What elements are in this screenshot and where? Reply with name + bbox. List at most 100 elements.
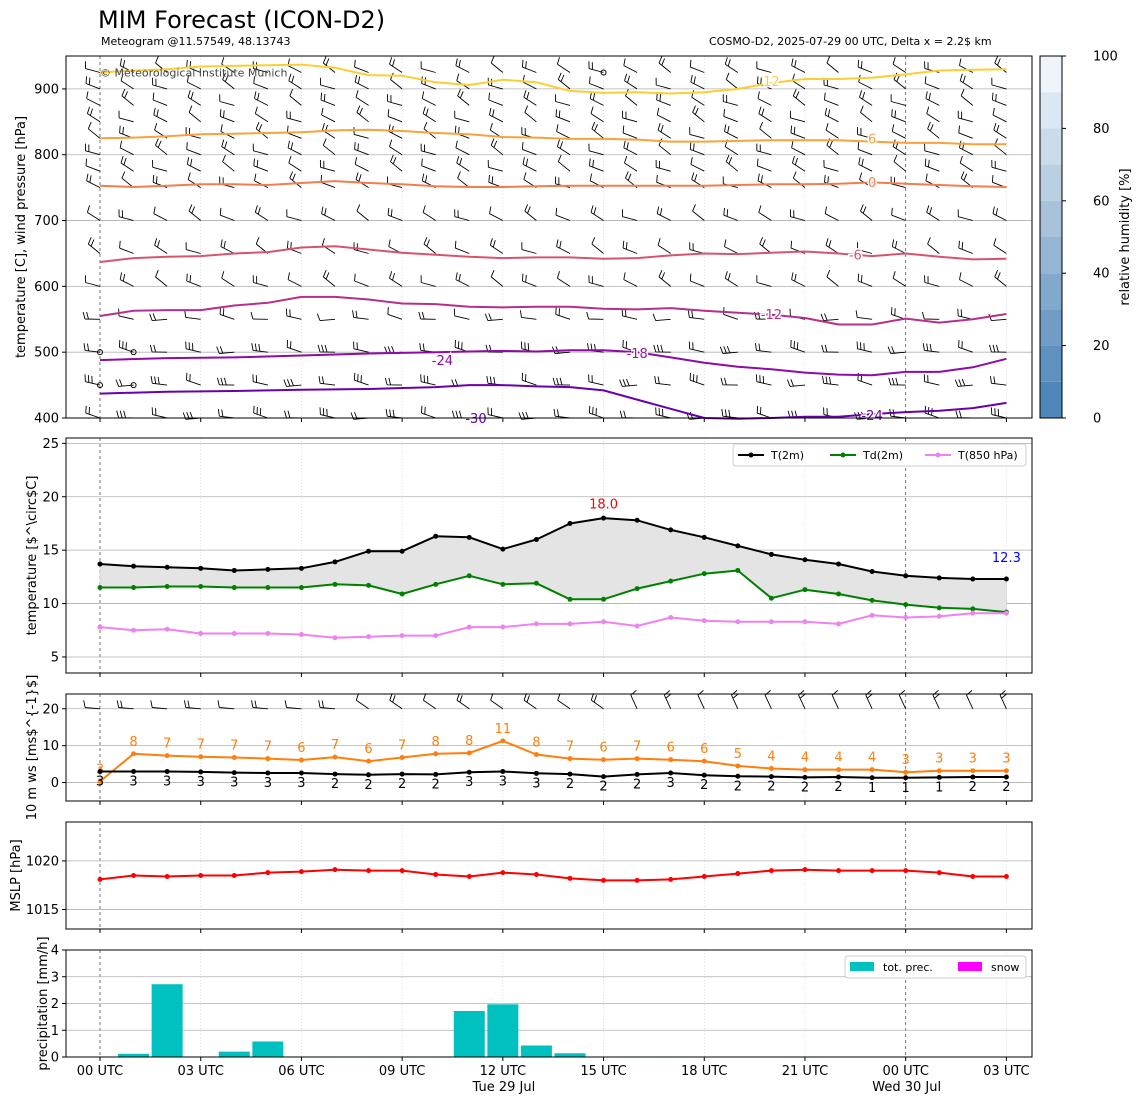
series-point: [466, 624, 472, 630]
legend-label: tot. prec.: [883, 961, 933, 974]
wind-barb: [959, 155, 974, 172]
wind-barb: [991, 92, 1007, 106]
wind-barb: [652, 313, 671, 322]
series-point: [802, 587, 808, 593]
wind-value-label: 4: [868, 751, 876, 766]
wind-barb: [523, 90, 537, 106]
series-point: [500, 768, 506, 774]
wind-barb: [387, 109, 403, 123]
wind-barb: [354, 273, 369, 287]
wind-barb: [619, 378, 638, 387]
wind-barb: [155, 56, 168, 73]
wind-barb: [150, 376, 168, 386]
wind-barb: [927, 121, 940, 139]
series-point: [131, 627, 137, 633]
series-point: [936, 605, 942, 611]
wind-barb: [859, 90, 873, 106]
series-point: [1003, 576, 1009, 582]
wind-barb: [556, 239, 571, 254]
wind-barb: [118, 209, 134, 221]
wind-barb: [521, 372, 537, 386]
wind-barb: [958, 125, 973, 139]
y-tick-label: 0: [51, 1051, 59, 1066]
wind-value-label: 3: [1002, 752, 1010, 767]
wind-barb: [153, 107, 168, 123]
wind-barb: [421, 405, 436, 419]
series-point: [231, 567, 237, 573]
series-point: [836, 561, 842, 567]
wind-value-label: 7: [230, 738, 238, 753]
wind-barb: [860, 105, 873, 123]
wind-barb: [786, 379, 806, 387]
series-point: [131, 563, 137, 569]
wind-barb: [791, 140, 806, 156]
series-point: [970, 606, 976, 612]
wind-barb: [688, 341, 705, 353]
wind-barb: [925, 91, 940, 106]
series-point: [869, 612, 875, 618]
wind-barb: [991, 159, 1007, 172]
series-point: [366, 868, 372, 874]
wind-barb: [521, 142, 537, 156]
series-point: [936, 768, 942, 774]
precip-panel-frame: [65, 949, 1033, 1058]
series-point: [768, 595, 774, 601]
series-point: [164, 753, 170, 759]
precip-bar: [218, 1051, 250, 1057]
isotherm-line: [99, 295, 1007, 326]
wind-barb: [722, 94, 738, 106]
wind-barb: [454, 339, 470, 353]
series-point: [198, 630, 204, 636]
wind-barb: [887, 346, 906, 354]
wind-barb: [384, 377, 403, 386]
wind-barb: [356, 105, 369, 123]
wind-barb: [186, 273, 201, 287]
temperature-panel-frame: [65, 437, 1033, 674]
wind-value-label: 3: [264, 776, 272, 791]
mslp-panel-time-grid: [99, 822, 1007, 933]
wind-barb: [994, 56, 1007, 73]
wind-barb: [185, 341, 201, 353]
wind-barb: [217, 700, 235, 710]
series-point: [399, 633, 405, 639]
x-tick-label: 12 UTC: [480, 1064, 526, 1079]
series-point: [701, 534, 707, 540]
wind-barb: [692, 105, 705, 123]
mslp-panel-frame: [65, 821, 1033, 930]
wind-barb: [455, 272, 470, 287]
series-point: [634, 877, 640, 883]
wind-barb: [790, 125, 806, 139]
wind-barb: [586, 311, 604, 320]
series-point: [668, 614, 674, 620]
wind-barb: [858, 157, 873, 172]
y-tick-label: 400: [34, 412, 59, 427]
colorbar-tick-label: 0: [1093, 412, 1101, 427]
wind-barb: [691, 90, 705, 106]
y-tick-label: 900: [34, 82, 59, 97]
wind-barb: [657, 122, 671, 139]
wind-value-label: 3: [297, 776, 305, 791]
wind-barb: [85, 405, 101, 419]
series-point: [903, 769, 909, 775]
wind-barb: [992, 107, 1007, 123]
model-run-info: COSMO-D2, 2025-07-29 00 UTC, Delta x = 2…: [709, 35, 992, 48]
wind-barb: [891, 207, 906, 221]
series-point: [399, 591, 405, 597]
wind-barb: [186, 157, 201, 172]
wind-barb: [186, 372, 201, 386]
series-point: [970, 768, 976, 774]
y-tick-label: 1: [51, 1024, 59, 1039]
series-point: [768, 774, 774, 780]
wind-value-label: 1: [902, 781, 910, 796]
wind-value-label: 6: [599, 741, 607, 756]
wind-value-label: 2: [700, 778, 708, 793]
wind-barb: [589, 158, 604, 172]
precip-bar: [453, 1010, 485, 1057]
wind-value-label: 7: [264, 740, 272, 755]
wind-barb: [216, 377, 235, 386]
series-point: [936, 774, 942, 780]
series-point: [332, 867, 338, 873]
day-label: Tue 29 Jul: [471, 1080, 535, 1095]
wind-barb: [653, 344, 671, 353]
wind-barb: [284, 700, 302, 710]
